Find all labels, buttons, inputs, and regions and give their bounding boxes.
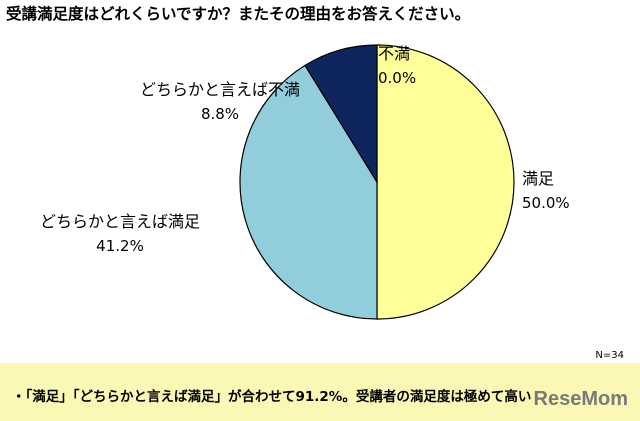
summary-note: ・「満足」「どちらかと言えば満足」が合わせて91.2%。受講者の満足度は極めて高… [12,389,532,405]
slice-name: 不満 [378,44,411,63]
summary-band [0,363,640,421]
pie-chart [239,44,515,320]
slice-name: どちらかと言えば満足 [40,212,201,231]
slice-percent: 8.8% [200,105,240,123]
sample-size-label: N=34 [595,350,624,361]
slice-name: どちらかと言えば不満 [140,80,301,99]
slice-percent: 41.2% [96,237,144,255]
slice-percent: 0.0% [378,69,417,87]
slice-label-dissatisfied: 不満 0.0% [378,42,416,90]
slice-label-somewhat-satisfied: どちらかと言えば満足 41.2% [40,210,200,258]
slice-label-somewhat-dissatisfied: どちらかと言えば不満 8.8% [140,78,300,126]
watermark-logo: ReseMom [533,388,628,410]
slice-label-satisfied: 満足 50.0% [522,167,570,215]
pie-slice-2 [304,44,378,185]
slice-name: 満足 [522,169,555,188]
slice-percent: 50.0% [522,194,570,212]
chart-title: 受講満足度はどれくらいですか？またその理由をお答えください。 [6,5,471,23]
pie-slice-0 [376,44,515,320]
pie-slice-1 [239,64,378,320]
